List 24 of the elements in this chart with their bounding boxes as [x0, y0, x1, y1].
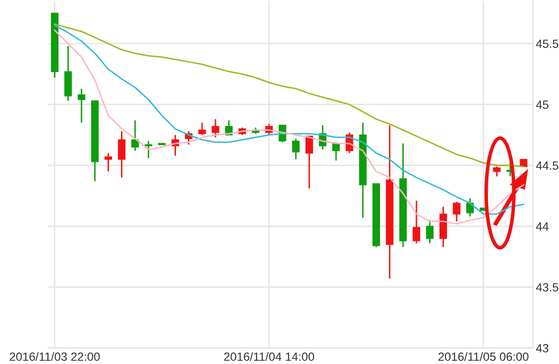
candlestick — [144, 140, 152, 159]
candlestick — [452, 201, 460, 222]
y-tick-label: 44 — [536, 222, 549, 231]
x-tick-label: 2016/11/05 06:00 — [438, 352, 528, 361]
x-tick-label: 2016/11/04 14:00 — [224, 352, 314, 361]
candlestick — [305, 135, 314, 190]
candlestick — [493, 166, 501, 178]
candlestick — [412, 200, 420, 244]
candlestick — [198, 122, 206, 136]
y-tick-label: 43.5 — [536, 283, 558, 292]
candlestick — [212, 118, 220, 138]
y-tick-label: 44.5 — [536, 162, 558, 170]
line-series — [54, 23, 524, 168]
candlestick — [426, 219, 434, 244]
candlestick — [292, 138, 300, 160]
candlestick — [466, 198, 474, 218]
y-tick-label: 43 — [536, 344, 548, 352]
candlestick — [131, 120, 139, 152]
candlestick — [78, 88, 86, 124]
y-tick-label: 45.5 — [536, 40, 558, 48]
x-tick-label: 2016/11/03 22:00 — [10, 352, 100, 361]
y-tick-label: 45 — [536, 100, 548, 109]
candlestick — [118, 130, 126, 178]
candlestick — [104, 152, 112, 172]
